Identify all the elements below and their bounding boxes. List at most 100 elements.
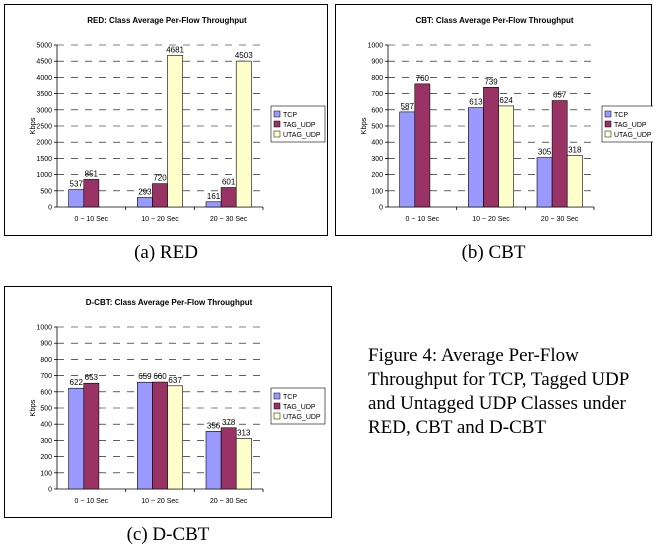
chart-title: CBT: Class Average Per-Flow Throughput (415, 16, 573, 25)
y-tick-label: 700 (40, 373, 52, 380)
data-label: 622 (70, 378, 84, 387)
y-tick-label: 400 (371, 140, 383, 147)
y-tick-label: 900 (371, 59, 383, 66)
y-tick-label: 1000 (367, 43, 383, 50)
y-tick-label: 900 (40, 341, 52, 348)
data-label: 739 (484, 77, 498, 86)
data-label: 318 (568, 145, 582, 154)
chart-cbt: CBT: Class Average Per-Flow Throughput 0 1… (359, 16, 653, 223)
bar-tcp (137, 381, 153, 490)
data-label: 657 (553, 91, 567, 100)
y-tick-label: 300 (40, 438, 52, 445)
legend-swatch (273, 402, 281, 410)
y-tick-label: 100 (371, 188, 383, 195)
data-label: 637 (168, 376, 182, 385)
legend-label: TAG_UDP (283, 122, 316, 129)
legend-swatch (273, 130, 281, 138)
y-tick-label: 1000 (36, 325, 52, 332)
y-tick-label: 1500 (36, 156, 52, 163)
y-tick-label: 600 (371, 107, 383, 114)
bar-tag-udp (83, 382, 100, 490)
bar-utag-udp (235, 437, 252, 490)
bar-tag-udp (220, 427, 237, 490)
y-tick-label: 800 (40, 357, 52, 364)
data-label: 161 (207, 192, 221, 201)
x-tick-label: 10 ~ 20 Sec (141, 216, 179, 223)
y-tick-label: 200 (371, 172, 383, 179)
legend-swatch (273, 120, 281, 128)
y-axis-label: Kbps (28, 117, 37, 134)
data-label: 587 (401, 102, 415, 111)
x-tick-label: 0 ~ 10 Sec (74, 498, 108, 505)
legend-label: TAG_UDP (283, 404, 316, 411)
data-label: 760 (416, 74, 430, 83)
x-tick-label: 20 ~ 30 Sec (210, 216, 248, 223)
chart-title: RED: Class Average Per-Flow Throughput (87, 16, 247, 25)
data-label: 378 (222, 418, 236, 427)
data-label: 305 (538, 148, 552, 157)
y-tick-label: 0 (48, 487, 52, 494)
caption-red: (a) RED (134, 242, 198, 263)
data-label: 659 (138, 372, 152, 381)
data-label: 653 (85, 373, 99, 382)
bar-tag-udp (220, 187, 237, 208)
chart-panel-cbt: CBT: Class Average Per-Flow Throughput 0 1… (335, 4, 653, 236)
data-label: 293 (138, 188, 152, 197)
y-tick-label: 2000 (36, 140, 52, 147)
bar-tcp (399, 111, 416, 208)
y-tick-label: 5000 (36, 43, 52, 50)
y-tick-label: 400 (40, 422, 52, 429)
bar-tcp (68, 387, 85, 490)
legend-swatch (273, 392, 281, 400)
legend-label: TCP (614, 112, 628, 119)
legend-label: TCP (283, 112, 297, 119)
bar-tag-udp (551, 100, 568, 208)
caption-cbt: (b) CBT (461, 242, 526, 263)
y-tick-label: 3000 (36, 107, 52, 114)
data-label: 4681 (166, 45, 184, 54)
x-tick-label: 10 ~ 20 Sec (472, 216, 510, 223)
y-tick-label: 700 (371, 91, 383, 98)
chart-panel-dcbt: D-CBT: Class Average Per-Flow Throughput… (4, 286, 332, 518)
y-tick-label: 200 (40, 454, 52, 461)
y-tick-label: 4500 (36, 59, 52, 66)
bar-tag-udp (483, 86, 499, 208)
bar-utag-udp (167, 55, 183, 208)
data-label: 613 (469, 98, 483, 107)
y-tick-label: 3500 (36, 91, 52, 98)
bar-utag-udp (167, 385, 183, 490)
data-label: 313 (237, 428, 251, 437)
x-tick-label: 20 ~ 30 Sec (541, 216, 579, 223)
chart-dcbt: D-CBT: Class Average Per-Flow Throughput… (28, 298, 326, 505)
y-tick-label: 800 (371, 75, 383, 82)
legend-label: TCP (283, 394, 297, 401)
figure-caption: Figure 4: Average Per-Flow Throughput fo… (368, 345, 629, 438)
caption-dcbt: (c) D-CBT (126, 524, 210, 545)
bar-utag-udp (566, 155, 583, 208)
legend-label: UTAG_UDP (614, 132, 652, 139)
bar-tag-udp (152, 381, 168, 490)
data-label: 624 (499, 96, 513, 105)
legend-label: UTAG_UDP (283, 414, 321, 421)
bar-utag-udp (235, 60, 252, 208)
y-tick-label: 2500 (36, 124, 52, 131)
data-label: 851 (85, 169, 99, 178)
chart-title: D-CBT: Class Average Per-Flow Throughput (86, 298, 253, 307)
legend-swatch (604, 120, 612, 128)
bar-tcp (137, 197, 153, 208)
y-tick-label: 500 (371, 124, 383, 131)
y-tick-label: 500 (40, 188, 52, 195)
y-tick-label: 300 (371, 156, 383, 163)
bar-tcp (68, 189, 85, 208)
y-tick-label: 0 (379, 205, 383, 212)
data-label: 720 (153, 174, 167, 183)
x-tick-label: 10 ~ 20 Sec (141, 498, 179, 505)
y-axis-label: Kbps (359, 117, 368, 134)
legend-swatch (273, 110, 281, 118)
bar-utag-udp (498, 105, 514, 208)
data-label: 4503 (235, 51, 253, 60)
y-tick-label: 600 (40, 389, 52, 396)
chart-red: RED: Class Average Per-Flow Throughput 0 5… (28, 16, 326, 223)
bar-tcp (205, 201, 222, 208)
data-label: 537 (70, 180, 84, 189)
